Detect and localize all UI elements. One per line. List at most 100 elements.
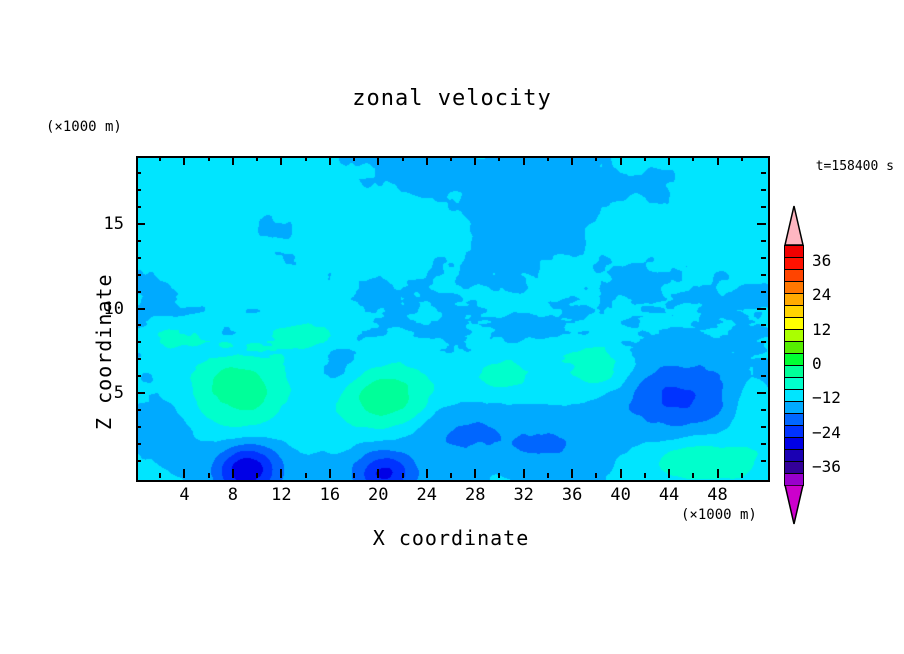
x-minor-tick: [643, 473, 646, 478]
time-annotation: t=158400 s: [815, 159, 894, 174]
y-tick: [136, 392, 145, 395]
y-minor-tick: [761, 443, 766, 446]
y-tick-label: 15: [103, 213, 124, 234]
y-minor-tick: [761, 205, 766, 208]
y-tick: [757, 222, 766, 225]
x-tick-label: 16: [319, 485, 341, 505]
colorbar-tick-label: 24: [812, 285, 832, 305]
y-minor-tick: [761, 426, 766, 429]
x-minor-tick: [304, 473, 307, 478]
x-minor-tick: [450, 156, 452, 161]
y-minor-tick: [136, 375, 141, 378]
x-minor-tick: [740, 156, 743, 161]
x-tick: [280, 156, 283, 165]
x-minor-tick: [498, 473, 501, 478]
x-minor-tick: [159, 473, 162, 478]
colorbar-tick-label: 0: [812, 354, 822, 373]
y-minor-tick: [761, 239, 766, 242]
y-tick: [136, 222, 145, 225]
x-tick: [571, 156, 574, 165]
x-tick: [328, 469, 331, 478]
colorbar-tick-label: −12: [812, 388, 841, 408]
x-tick-label: 24: [416, 485, 437, 505]
x-minor-tick: [159, 156, 162, 161]
x-tick: [571, 469, 574, 478]
x-tick: [522, 156, 525, 165]
y-minor-tick: [136, 290, 141, 293]
x-tick-label: 12: [271, 485, 292, 505]
y-minor-tick: [136, 409, 141, 412]
y-minor-tick: [136, 341, 141, 344]
x-axis-title: X coordinate: [372, 526, 530, 550]
x-tick-label: 36: [561, 485, 583, 505]
x-minor-tick: [304, 156, 307, 161]
y-minor-tick: [761, 273, 766, 276]
x-tick: [474, 469, 477, 478]
y-minor-tick: [136, 443, 141, 446]
x-tick-label: 8: [227, 485, 239, 505]
x-minor-tick: [256, 156, 259, 161]
y-minor-tick: [761, 409, 766, 412]
y-minor-tick: [136, 460, 141, 463]
x-tick: [668, 469, 671, 478]
colorbar-tick-label: −24: [812, 422, 841, 442]
x-minor-tick: [353, 156, 356, 161]
y-minor-tick: [761, 188, 766, 191]
x-tick: [280, 469, 283, 478]
x-axis-unit-label: (×1000 m): [681, 507, 757, 523]
x-tick: [716, 156, 719, 165]
x-minor-tick: [207, 473, 210, 478]
colorbar-tick-label: 36: [812, 251, 832, 271]
y-tick-label: 10: [103, 298, 124, 319]
x-tick: [425, 156, 428, 165]
y-minor-tick: [136, 205, 141, 208]
colorbar-under-cap: [784, 484, 804, 525]
x-tick: [183, 156, 186, 165]
y-minor-tick: [761, 341, 766, 344]
y-minor-tick: [761, 375, 766, 378]
x-tick-label: 48: [707, 485, 728, 505]
x-tick: [474, 156, 477, 165]
x-tick: [619, 469, 622, 478]
y-minor-tick: [761, 290, 766, 293]
y-minor-tick: [761, 358, 766, 361]
x-minor-tick: [546, 156, 549, 161]
y-minor-tick: [136, 256, 141, 259]
x-minor-tick: [546, 473, 549, 478]
y-minor-tick: [761, 171, 766, 174]
x-tick: [328, 156, 331, 165]
x-minor-tick: [353, 473, 356, 478]
contour-field: [138, 158, 768, 480]
y-tick: [136, 307, 145, 310]
y-minor-tick: [761, 256, 766, 259]
x-minor-tick: [207, 156, 210, 161]
x-tick: [668, 156, 671, 165]
y-tick: [757, 392, 766, 395]
x-minor-tick: [643, 156, 646, 161]
y-minor-tick: [136, 358, 141, 361]
colorbar-over-cap: [784, 205, 804, 246]
x-tick: [425, 469, 428, 478]
y-tick: [757, 307, 766, 310]
x-tick-label: 4: [179, 485, 190, 505]
x-tick-label: 40: [610, 485, 631, 505]
x-tick: [231, 469, 234, 478]
contour-plot-area: [136, 156, 770, 482]
y-tick-label: 5: [113, 383, 124, 404]
y-axis-unit-label: (×1000 m): [46, 119, 122, 135]
y-minor-tick: [136, 426, 141, 429]
x-minor-tick: [401, 473, 404, 478]
y-minor-tick: [136, 171, 141, 174]
y-axis-title: Z coordinate: [92, 273, 116, 431]
x-tick-label: 32: [513, 485, 534, 505]
x-minor-tick: [692, 156, 695, 161]
colorbar-tick-label: 12: [812, 319, 832, 339]
y-minor-tick: [136, 273, 141, 276]
x-tick: [377, 469, 380, 478]
chart-title: zonal velocity: [352, 86, 552, 111]
colorbar-tick-label: −36: [812, 456, 841, 476]
colorbar: [784, 205, 804, 525]
x-minor-tick: [256, 473, 259, 478]
x-tick-label: 28: [464, 485, 486, 505]
y-minor-tick: [761, 324, 766, 327]
